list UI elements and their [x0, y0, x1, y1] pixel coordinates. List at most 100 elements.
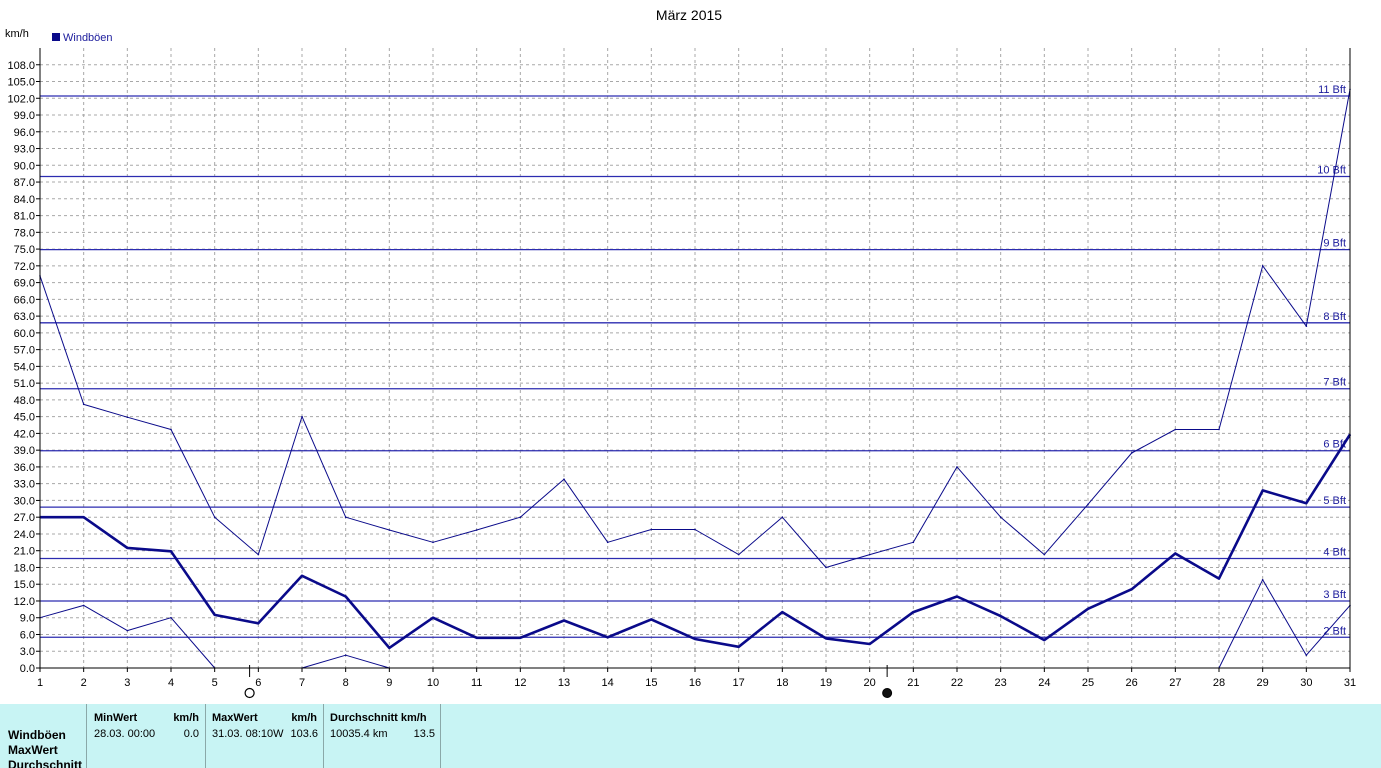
beaufort-label-5: 5 Bft: [1323, 495, 1346, 507]
y-tick-label-39.0: 39.0: [14, 445, 35, 457]
x-tick-label-2: 2: [81, 677, 87, 689]
wind-gust-chart: März 2015 km/h Windböen 2 Bft 3 Bft 4 Bft 5…: [5, 7, 1356, 699]
y-tick-label-84.0: 84.0: [14, 194, 35, 206]
stats-row-label-maxwert: MaxWert: [8, 743, 58, 757]
y-tick-label-66.0: 66.0: [14, 294, 35, 306]
point-average-day-25: [1087, 607, 1089, 610]
x-tick-label-5: 5: [212, 677, 218, 689]
point-average-day-4: [170, 550, 172, 553]
point-average-day-26: [1130, 588, 1133, 591]
y-tick-label-6.0: 6.0: [20, 629, 35, 641]
point-max-day-7: [301, 415, 303, 418]
x-tick-label-10: 10: [427, 677, 439, 689]
point-max-day-3: [126, 416, 129, 419]
y-tick-label-90.0: 90.0: [14, 160, 35, 172]
point-average-day-16: [694, 638, 696, 640]
maxwert-value: 103.6: [290, 728, 318, 740]
y-tick-label-0.0: 0.0: [20, 663, 35, 675]
minwert-header: MinWert: [94, 712, 138, 724]
point-max-day-24: [1043, 553, 1046, 556]
moon-phase-markers: [244, 665, 893, 699]
y-tick-label-78.0: 78.0: [14, 227, 35, 239]
point-average-day-12: [519, 637, 522, 639]
point-min-day-8: [344, 654, 347, 656]
minwert-unit-header: km/h: [173, 712, 199, 724]
point-average-day-22: [956, 595, 958, 598]
point-average-day-9: [388, 647, 391, 649]
y-tick-label-18.0: 18.0: [14, 562, 35, 574]
stats-row-label-windboen: Windböen: [8, 728, 66, 742]
point-max-day-17: [737, 553, 740, 556]
point-max-day-25: [1087, 503, 1089, 506]
point-min-day-4: [170, 616, 172, 619]
point-average-day-7: [301, 575, 303, 577]
x-tick-label-6: 6: [255, 677, 261, 689]
maxwert-datetime: 31.03. 08:10W: [212, 728, 284, 740]
minwert-value: 0.0: [183, 728, 199, 740]
point-max-day-2: [82, 403, 85, 406]
point-max-day-10: [432, 541, 434, 544]
point-max-day-4: [170, 428, 172, 431]
statistics-panel: Windböen MaxWert Durchschnitt MinWert km…: [0, 704, 1381, 768]
point-max-day-28: [1218, 428, 1220, 431]
point-average-day-23: [999, 615, 1002, 617]
point-max-day-6: [257, 553, 260, 556]
stats-row-label-durchschnitt: Durchschnitt: [8, 758, 83, 768]
maxwert-header: MaxWert: [212, 712, 258, 724]
point-average-day-28: [1218, 577, 1220, 580]
legend-swatch: [52, 33, 60, 41]
y-tick-label-27.0: 27.0: [14, 512, 35, 524]
x-tick-label-26: 26: [1126, 677, 1138, 689]
y-tick-label-60.0: 60.0: [14, 328, 35, 340]
point-average-day-5: [213, 614, 216, 616]
point-max-day-26: [1130, 452, 1133, 454]
y-tick-label-42.0: 42.0: [14, 428, 35, 440]
point-min-day-3: [126, 629, 129, 632]
x-tick-label-22: 22: [951, 677, 963, 689]
point-average-day-24: [1043, 639, 1046, 641]
point-max-day-21: [912, 541, 915, 544]
y-tick-label-48.0: 48.0: [14, 395, 35, 407]
beaufort-label-9: 9 Bft: [1323, 238, 1346, 250]
point-max-day-14: [606, 541, 609, 544]
y-tick-label-72.0: 72.0: [14, 261, 35, 273]
point-average-day-15: [650, 618, 653, 621]
point-min-day-30: [1305, 654, 1308, 656]
x-tick-label-4: 4: [168, 677, 174, 689]
x-tick-label-17: 17: [733, 677, 745, 689]
minwert-datetime: 28.03. 00:00: [94, 728, 156, 740]
point-max-day-15: [650, 528, 653, 531]
point-max-day-13: [563, 478, 565, 481]
point-max-day-9: [388, 529, 391, 531]
point-average-day-30: [1305, 502, 1308, 505]
point-max-day-19: [825, 566, 827, 569]
x-tick-label-16: 16: [689, 677, 701, 689]
y-tick-label-81.0: 81.0: [14, 211, 35, 223]
y-tick-label-33.0: 33.0: [14, 479, 35, 491]
point-average-day-20: [868, 643, 871, 645]
maxwert-unit-header: km/h: [291, 712, 317, 724]
point-max-day-11: [475, 529, 478, 531]
x-tick-label-30: 30: [1300, 677, 1312, 689]
x-tick-label-9: 9: [386, 677, 392, 689]
y-tick-label-69.0: 69.0: [14, 278, 35, 290]
beaufort-label-11: 11 Bft: [1318, 84, 1346, 96]
point-average-day-27: [1174, 552, 1177, 555]
y-tick-label-87.0: 87.0: [14, 177, 35, 189]
beaufort-label-7: 7 Bft: [1323, 377, 1346, 389]
x-tick-label-18: 18: [776, 677, 788, 689]
y-tick-label-30.0: 30.0: [14, 495, 35, 507]
y-tick-label-75.0: 75.0: [14, 244, 35, 256]
series-min-line-2: [1218, 579, 1351, 669]
y-tick-label-51.0: 51.0: [14, 378, 35, 390]
y-tick-label-36.0: 36.0: [14, 462, 35, 474]
x-tick-label-23: 23: [995, 677, 1007, 689]
beaufort-label-3: 3 Bft: [1323, 589, 1346, 601]
x-tick-label-11: 11: [471, 677, 482, 689]
point-max-day-27: [1174, 428, 1177, 431]
point-average-day-29: [1261, 489, 1264, 492]
y-tick-label-21.0: 21.0: [14, 546, 35, 558]
beaufort-label-8: 8 Bft: [1323, 311, 1346, 323]
y-axis-unit-label: km/h: [5, 28, 29, 40]
